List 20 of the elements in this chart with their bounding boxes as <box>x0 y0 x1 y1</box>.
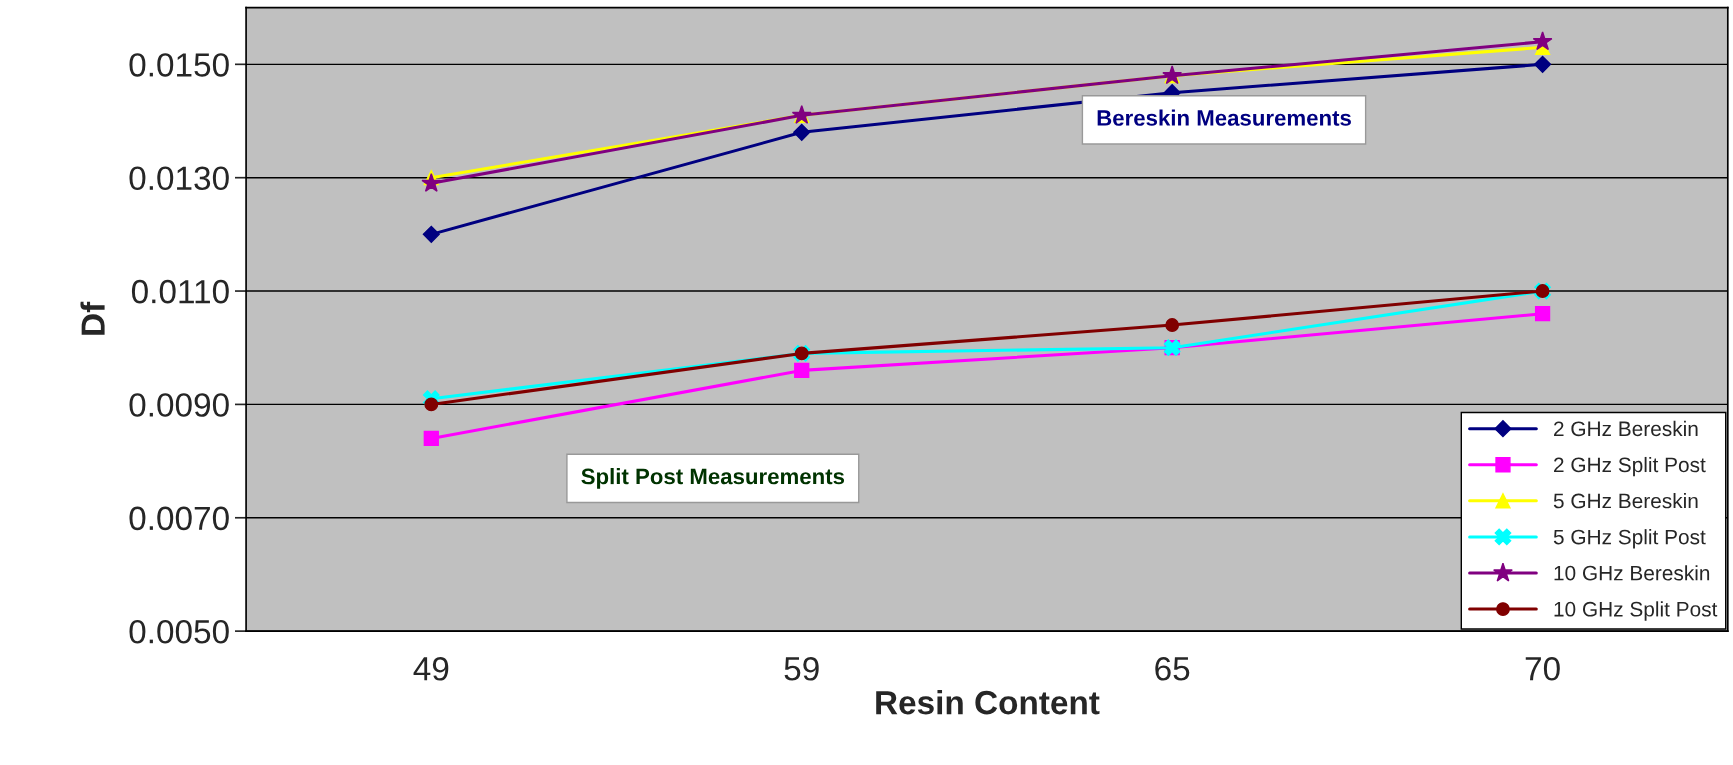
y-tick-label: 0.0070 <box>129 506 229 531</box>
y-tick-label: 0.0050 <box>129 619 229 644</box>
y-tick-label: 0.0130 <box>129 166 229 191</box>
annotation: Split Post Measurements <box>581 468 845 489</box>
x-tick-label: 59 <box>784 657 819 681</box>
annotation: Bereskin Measurements <box>1097 109 1351 126</box>
y-tick-label: 0.0150 <box>129 53 229 77</box>
legend-label: 2 GHz Split Post <box>1554 456 1706 477</box>
y-tick-label: 0.0110 <box>131 279 229 304</box>
y-axis-title: Df <box>80 301 105 335</box>
legend-label: 10 GHz Bereskin <box>1554 565 1710 581</box>
legend-label: 5 GHz Split Post <box>1553 529 1706 549</box>
x-tick-label: 49 <box>413 657 449 681</box>
legend-label: 2 GHz Bereskin <box>1554 420 1698 437</box>
legend-label: 5 GHz Bereskin <box>1553 493 1698 509</box>
legend-label: 10 GHz Split Post <box>1554 601 1718 621</box>
x-axis-title: Resin Content <box>876 689 1100 715</box>
x-tick-label: 65 <box>1155 657 1190 681</box>
y-tick-label: 0.0090 <box>129 393 229 417</box>
x-tick-label: 70 <box>1525 657 1560 681</box>
